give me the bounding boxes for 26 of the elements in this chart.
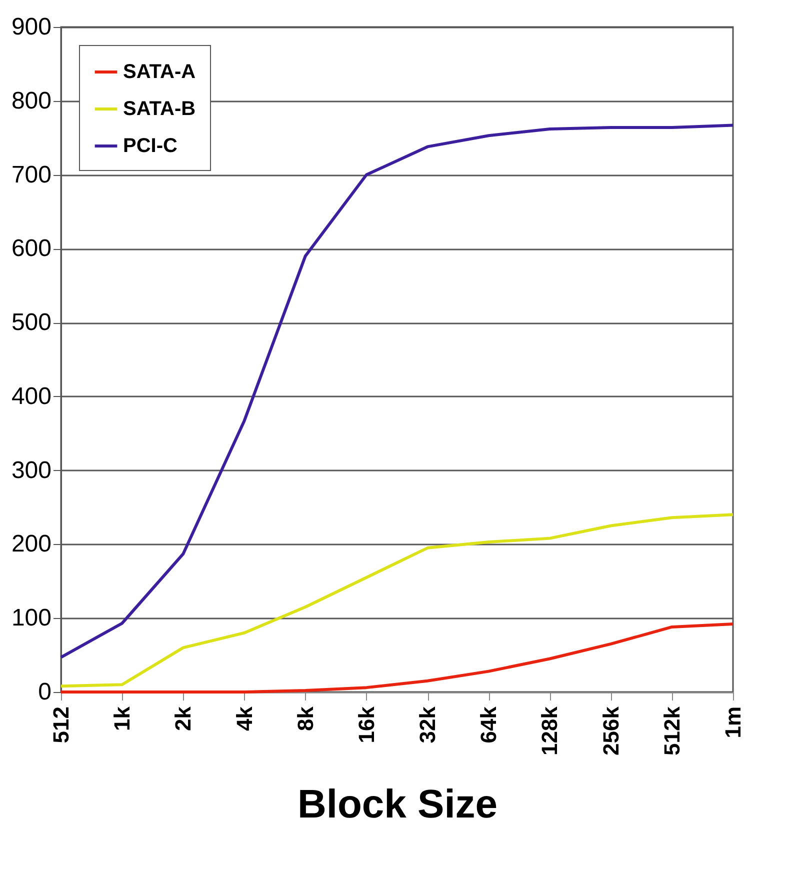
x-tick-label: 1k — [110, 706, 135, 731]
x-tick-label: 1m — [720, 706, 746, 738]
y-tick-label: 200 — [11, 530, 52, 558]
y-tick-label: 600 — [11, 235, 52, 262]
x-tick-label: 512 — [48, 706, 74, 744]
y-tick-label: 900 — [11, 14, 52, 40]
legend-label: SATA-A — [123, 61, 196, 83]
x-axis-title: Block Size — [297, 782, 498, 826]
y-tick-label: 300 — [11, 456, 52, 484]
y-tick-label: 700 — [11, 161, 52, 188]
legend-label: PCI-C — [123, 135, 178, 157]
y-tick-label: 800 — [11, 87, 52, 114]
x-tick-label: 64k — [476, 706, 502, 744]
y-tick-label: 0 — [38, 678, 52, 706]
x-tick-label: 32k — [415, 706, 440, 744]
y-tick-label: 500 — [11, 309, 52, 336]
y-tick-label: 400 — [11, 382, 52, 410]
x-tick-label: 8k — [292, 706, 318, 731]
legend-label: SATA-B — [123, 98, 196, 120]
x-tick-label: 256k — [598, 706, 624, 756]
x-tick-label: 128k — [537, 706, 562, 756]
x-tick-label: 2k — [170, 706, 196, 731]
x-tick-label: 512k — [659, 706, 684, 756]
y-tick-label: 100 — [11, 604, 52, 632]
x-tick-label: 16k — [354, 706, 379, 744]
x-tick-label: 4k — [232, 706, 257, 731]
